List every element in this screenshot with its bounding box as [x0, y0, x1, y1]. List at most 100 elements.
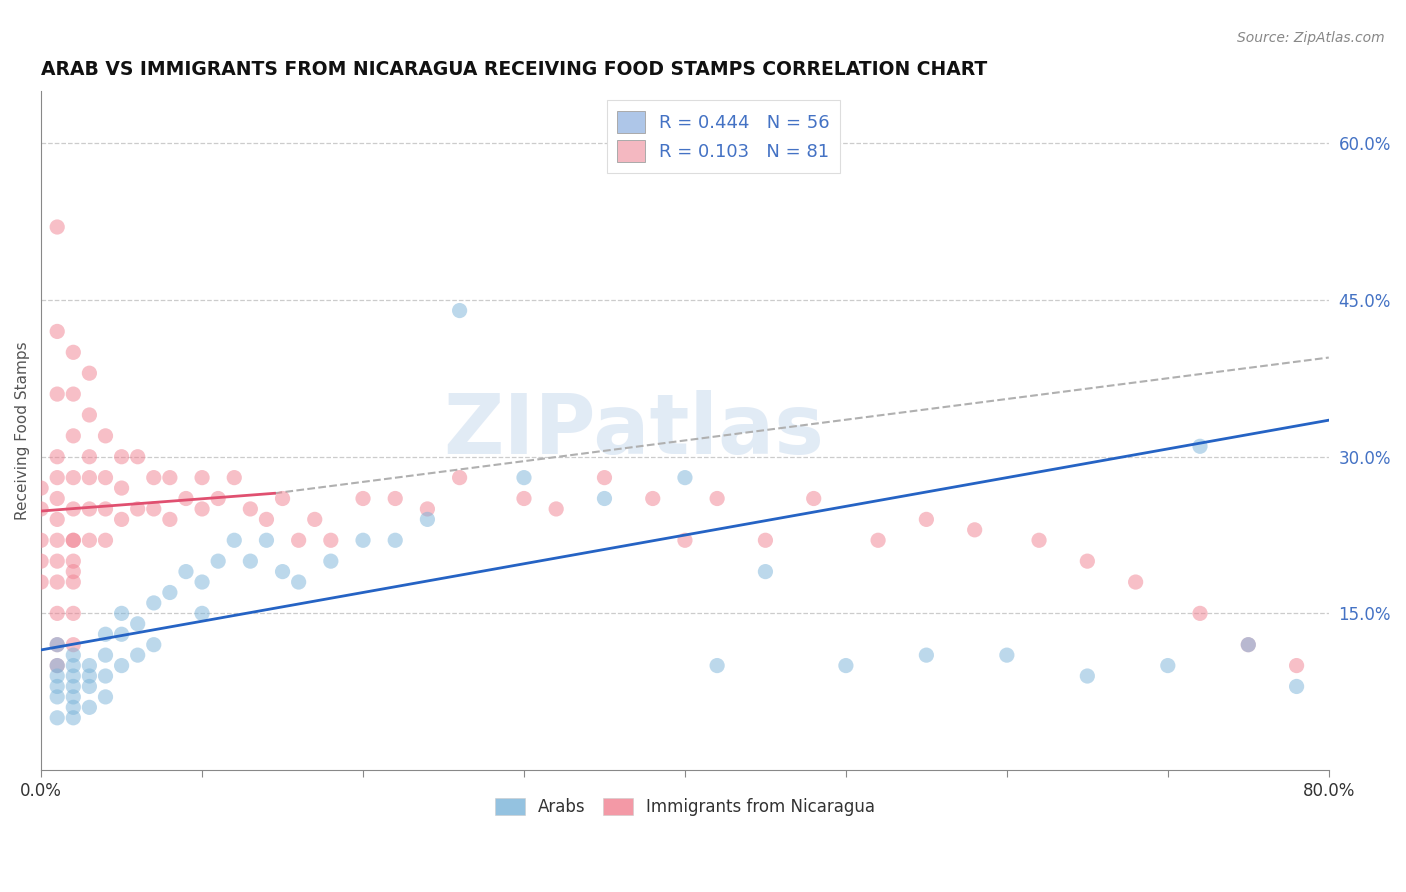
- Point: [352, 533, 374, 548]
- Point: [416, 502, 439, 516]
- Point: [94, 627, 117, 641]
- Point: [30, 554, 52, 568]
- Point: [94, 669, 117, 683]
- Point: [46, 491, 69, 506]
- Point: [46, 219, 69, 234]
- Point: [79, 470, 101, 484]
- Point: [94, 533, 117, 548]
- Point: [159, 585, 181, 599]
- Point: [46, 658, 69, 673]
- Point: [62, 429, 84, 443]
- Point: [449, 303, 471, 318]
- Point: [46, 512, 69, 526]
- Text: ARAB VS IMMIGRANTS FROM NICARAGUA RECEIVING FOOD STAMPS CORRELATION CHART: ARAB VS IMMIGRANTS FROM NICARAGUA RECEIV…: [41, 60, 987, 78]
- Point: [62, 658, 84, 673]
- Point: [62, 554, 84, 568]
- Point: [46, 575, 69, 590]
- Text: Source: ZipAtlas.com: Source: ZipAtlas.com: [1237, 31, 1385, 45]
- Point: [513, 491, 536, 506]
- Point: [62, 690, 84, 704]
- Point: [46, 387, 69, 401]
- Point: [142, 596, 165, 610]
- Point: [287, 575, 309, 590]
- Point: [94, 648, 117, 662]
- Point: [224, 470, 246, 484]
- Point: [46, 607, 69, 621]
- Point: [1076, 669, 1098, 683]
- Point: [754, 565, 776, 579]
- Point: [1028, 533, 1050, 548]
- Legend: Arabs, Immigrants from Nicaragua: Arabs, Immigrants from Nicaragua: [488, 791, 882, 822]
- Point: [94, 690, 117, 704]
- Point: [706, 658, 728, 673]
- Point: [416, 512, 439, 526]
- Point: [79, 450, 101, 464]
- Point: [174, 491, 197, 506]
- Point: [62, 711, 84, 725]
- Point: [673, 470, 696, 484]
- Point: [30, 533, 52, 548]
- Point: [46, 638, 69, 652]
- Point: [62, 607, 84, 621]
- Point: [1157, 658, 1180, 673]
- Point: [46, 450, 69, 464]
- Point: [62, 533, 84, 548]
- Point: [127, 616, 149, 631]
- Point: [207, 491, 229, 506]
- Point: [304, 512, 326, 526]
- Point: [319, 533, 342, 548]
- Point: [46, 325, 69, 339]
- Point: [142, 638, 165, 652]
- Point: [62, 565, 84, 579]
- Text: ZIPatlas: ZIPatlas: [443, 390, 824, 471]
- Point: [513, 470, 536, 484]
- Point: [256, 533, 278, 548]
- Point: [30, 575, 52, 590]
- Point: [1076, 554, 1098, 568]
- Point: [239, 554, 262, 568]
- Point: [46, 711, 69, 725]
- Point: [94, 429, 117, 443]
- Point: [142, 470, 165, 484]
- Point: [1188, 607, 1211, 621]
- Point: [46, 533, 69, 548]
- Point: [191, 607, 214, 621]
- Point: [127, 450, 149, 464]
- Point: [127, 502, 149, 516]
- Point: [754, 533, 776, 548]
- Point: [79, 502, 101, 516]
- Point: [835, 658, 858, 673]
- Point: [546, 502, 568, 516]
- Point: [46, 638, 69, 652]
- Point: [1125, 575, 1147, 590]
- Point: [62, 502, 84, 516]
- Point: [62, 680, 84, 694]
- Point: [110, 607, 132, 621]
- Point: [46, 680, 69, 694]
- Point: [239, 502, 262, 516]
- Point: [995, 648, 1018, 662]
- Point: [62, 700, 84, 714]
- Point: [62, 648, 84, 662]
- Point: [803, 491, 825, 506]
- Point: [191, 575, 214, 590]
- Point: [224, 533, 246, 548]
- Point: [1237, 638, 1260, 652]
- Point: [30, 481, 52, 495]
- Point: [79, 700, 101, 714]
- Point: [384, 533, 406, 548]
- Point: [79, 533, 101, 548]
- Point: [319, 554, 342, 568]
- Point: [287, 533, 309, 548]
- Point: [110, 658, 132, 673]
- Point: [256, 512, 278, 526]
- Point: [915, 648, 938, 662]
- Point: [868, 533, 890, 548]
- Point: [79, 680, 101, 694]
- Point: [593, 470, 616, 484]
- Point: [46, 470, 69, 484]
- Point: [62, 575, 84, 590]
- Point: [191, 502, 214, 516]
- Point: [94, 502, 117, 516]
- Point: [62, 533, 84, 548]
